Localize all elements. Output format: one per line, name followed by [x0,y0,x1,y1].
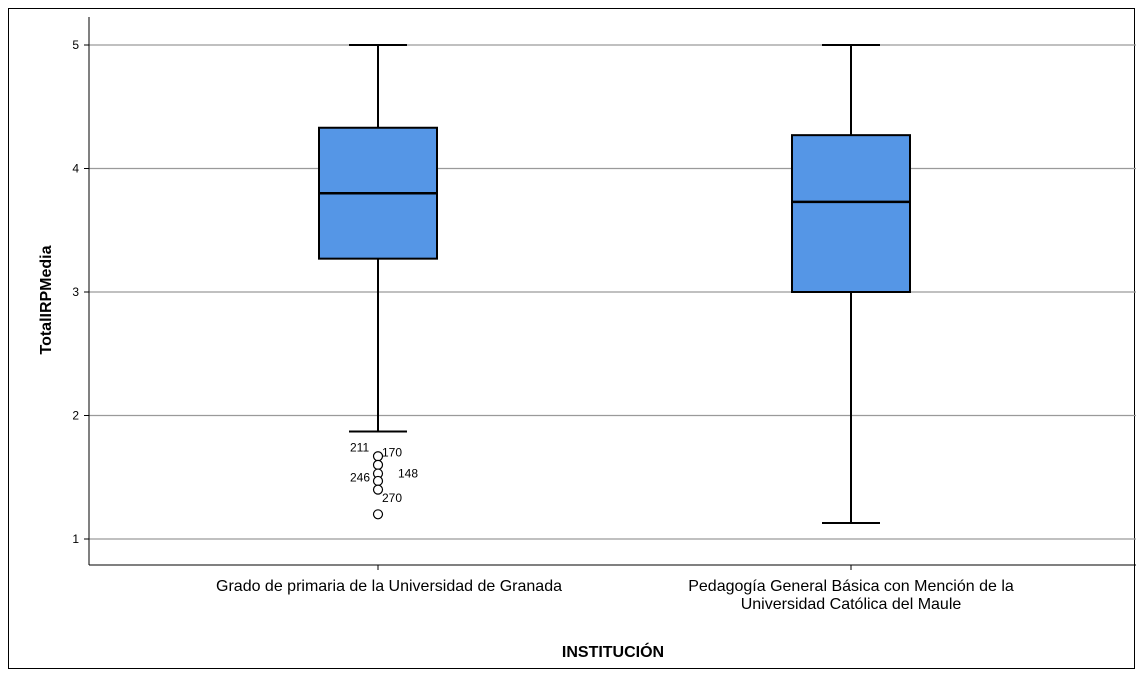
outliers: 211 170 246 148 270 [350,441,418,520]
outlier-label: 246 [350,470,370,484]
category-labels: Grado de primaria de la Universidad de G… [216,578,1014,613]
outlier-point [372,484,384,495]
y-tick-label: 4 [72,162,79,176]
chart-frame: 1 2 3 4 5 211 170 246 148 270 Grado de primaria … [8,8,1136,669]
axes [84,17,1136,570]
boxplot-chart: 1 2 3 4 5 211 170 246 148 270 Grado de primaria … [38,17,1136,661]
iqr-box [791,134,911,293]
x-axis-title: INSTITUCIÓN [562,642,664,661]
y-axis-title: TotalIRPMedia [38,245,55,354]
category-label: Grado de primaria de la Universidad de G… [216,578,562,595]
outlier-label: 211 [350,441,369,455]
category-label: Universidad Católica del Maule [741,596,962,613]
y-tick-label: 3 [72,285,79,299]
grid-lines [89,44,1136,540]
y-tick-label: 1 [72,532,79,546]
outlier-point [372,509,384,520]
outlier-label: 270 [382,491,402,505]
y-tick-labels: 1 2 3 4 5 [72,38,79,546]
y-tick-label: 5 [72,38,79,52]
boxes [318,44,911,524]
outlier-label: 148 [398,467,418,481]
outlier-point [372,459,384,470]
category-label: Pedagogía General Básica con Mención de … [688,578,1014,595]
y-tick-label: 2 [72,409,79,423]
outlier-label: 170 [382,446,402,460]
outlier-point [372,475,384,487]
